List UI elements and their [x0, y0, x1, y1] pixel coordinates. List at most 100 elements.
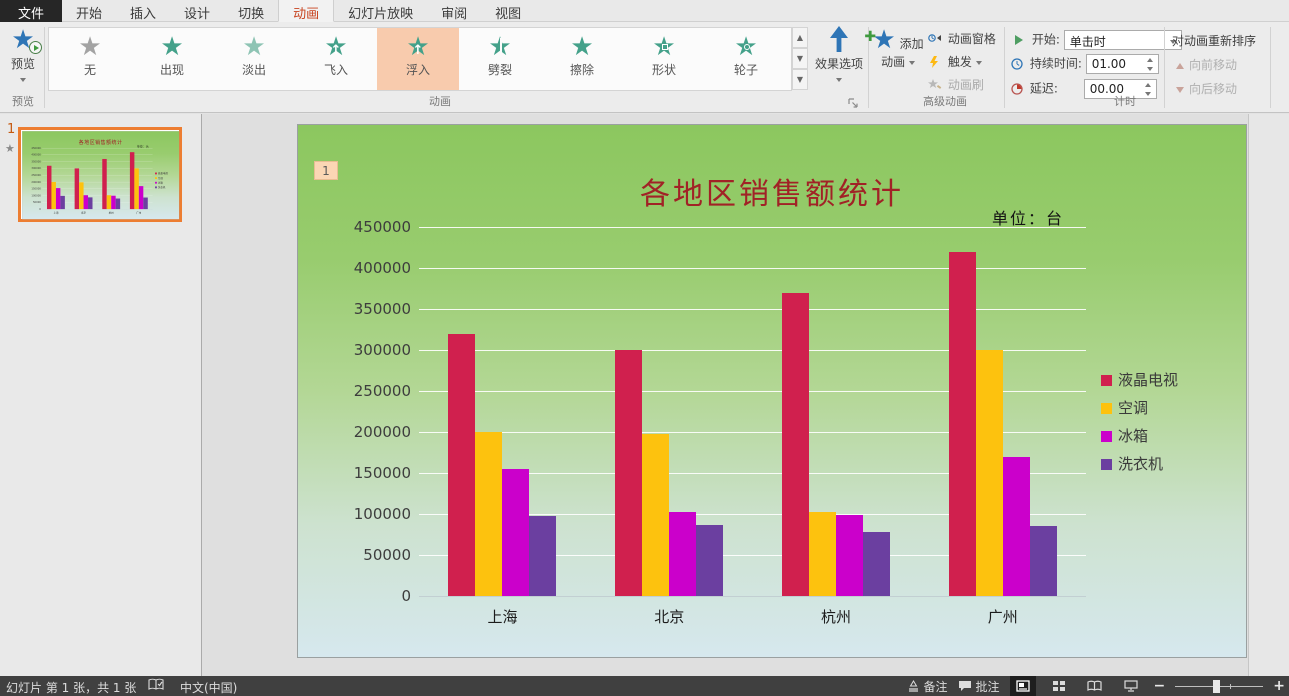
effect-options-button[interactable]: 效果选项: [814, 26, 864, 94]
add-animation-button[interactable]: ★ ✚ 添加动画: [864, 27, 924, 97]
gallery-item-label: 擦除: [569, 63, 594, 77]
trigger-button[interactable]: 触发: [928, 53, 1002, 73]
bar-上海-冰箱: [502, 468, 530, 596]
legend-item: 空调: [1101, 397, 1178, 425]
y-axis-tick-label: 0: [39, 207, 41, 211]
language-indicator[interactable]: 中文(中国): [180, 681, 238, 695]
move-earlier-button[interactable]: 向前移动: [1176, 56, 1237, 73]
animation-painter-button[interactable]: 动画刷: [928, 76, 1002, 96]
tab-file[interactable]: 文件: [0, 0, 63, 22]
gallery-more-icon[interactable]: ▼: [792, 69, 808, 90]
y-axis-tick-label: 300000: [353, 341, 411, 359]
tab-view[interactable]: 视图: [495, 7, 522, 22]
duration-input[interactable]: 01.00: [1085, 54, 1159, 74]
notes-icon: [908, 680, 918, 692]
gallery-scroll-up-icon[interactable]: ▲: [792, 27, 808, 48]
gallery-item-fade[interactable]: ★ 淡出: [213, 28, 295, 90]
chart-plot-area: 450000 400000 350000 300000 250000 200000 1500…: [31, 147, 153, 211]
spin-up-icon[interactable]: [1144, 55, 1157, 64]
bar-北京-冰箱: [669, 511, 697, 596]
triangle-up-icon: [1176, 62, 1184, 69]
slide-sorter-view-button[interactable]: [1046, 676, 1072, 696]
x-axis-category-label: 杭州: [820, 608, 851, 626]
tab-transitions[interactable]: 切换: [238, 7, 265, 22]
tab-design[interactable]: 设计: [184, 7, 211, 22]
notes-button[interactable]: 备注: [907, 678, 948, 695]
y-axis-tick-label: 150000: [31, 187, 41, 191]
gallery-item-label: 浮入: [405, 63, 430, 77]
gallery-item-appear[interactable]: ★ 出现: [131, 28, 213, 90]
gallery-item-wipe[interactable]: ★ 擦除: [541, 28, 623, 90]
tab-home[interactable]: 开始: [76, 7, 103, 22]
gallery-item-label: 劈裂: [487, 63, 512, 77]
tab-review[interactable]: 审阅: [441, 7, 468, 22]
duration-label: 持续时间:: [1029, 56, 1082, 71]
bar-杭州-冰箱: [835, 514, 863, 596]
comments-button[interactable]: 批注: [958, 678, 1000, 695]
spin-down-icon[interactable]: [1144, 64, 1157, 73]
gallery-item-label: 无: [83, 63, 96, 77]
start-dropdown[interactable]: 单击时: [1063, 30, 1182, 50]
animation-number-badge[interactable]: 1: [314, 161, 338, 180]
y-axis-tick-label: 450000: [31, 146, 41, 150]
animation-gallery: ★无★出现★淡出★↑飞入★↑浮入★劈裂★擦除★形状★轮子: [48, 27, 792, 91]
gallery-scroll-down-icon[interactable]: ▼: [792, 48, 808, 69]
gallery-item-float-in[interactable]: ★ ↑ 浮入: [377, 28, 459, 90]
slide-sorter-icon: [1052, 681, 1065, 691]
none-star-icon: ★: [78, 32, 102, 62]
tab-animations[interactable]: 动画: [278, 0, 335, 22]
legend-label: 冰箱: [157, 181, 163, 185]
spellcheck-icon[interactable]: [148, 678, 164, 692]
bar-北京-空调: [642, 433, 670, 596]
y-axis-tick-label: 0: [401, 587, 411, 605]
dialog-launcher-icon[interactable]: [848, 98, 859, 109]
tab-slideshow[interactable]: 幻灯片放映: [348, 7, 414, 22]
zoom-in-button[interactable]: +: [1273, 678, 1285, 694]
triangle-down-icon: [1176, 86, 1184, 93]
normal-view-button[interactable]: [1009, 676, 1036, 696]
duration-clock-icon: [1011, 57, 1023, 70]
start-play-icon: [1015, 34, 1023, 45]
y-axis-tick-label: 250000: [353, 382, 411, 400]
gridline: [419, 473, 1086, 474]
x-axis-category-label: 北京: [81, 211, 87, 215]
bar-广州-空调: [975, 350, 1003, 596]
gallery-item-none[interactable]: ★ 无: [49, 28, 131, 90]
gallery-item-shape[interactable]: ★ 形状: [623, 28, 705, 90]
zoom-out-button[interactable]: −: [1153, 678, 1166, 694]
legend-label: 空调: [157, 176, 163, 180]
slideshow-view-button[interactable]: [1118, 676, 1144, 696]
slide-canvas[interactable]: 1 各地区销售额统计 单位：台 450000 400000 350000 300000 250…: [297, 124, 1247, 658]
zoom-slider[interactable]: [1175, 676, 1264, 696]
reading-view-button[interactable]: [1082, 676, 1108, 696]
ribbon: ★ 预览 预览 ★无★出现★淡出★↑飞入★↑浮入★劈裂★擦除★形状★轮子 ▲ ▼…: [0, 22, 1289, 113]
y-axis-tick-label: 300000: [31, 166, 41, 170]
legend-label: 液晶电视: [1118, 371, 1179, 389]
gallery-item-wheel[interactable]: ★ 轮子: [705, 28, 787, 90]
slide-thumbnail[interactable]: 各地区销售额统计 单位：台 450000 400000 350000 300000 2500…: [18, 127, 182, 222]
legend-swatch: [1101, 431, 1112, 442]
gallery-item-fly-in[interactable]: ★ ↑ 飞入: [295, 28, 377, 90]
legend-item: 洗衣机: [155, 185, 168, 190]
appear-star-icon: ★: [160, 32, 184, 62]
spin-up-icon[interactable]: [1142, 80, 1155, 89]
vertical-scrollbar[interactable]: [1248, 114, 1289, 676]
effect-options-arrow-icon: [830, 26, 848, 52]
gallery-item-split[interactable]: ★ 劈裂: [459, 28, 541, 90]
thumbnail-slide-canvas: 各地区销售额统计 单位：台 450000 400000 350000 300000 2500…: [22, 131, 180, 220]
gridline: [419, 309, 1086, 310]
bar-杭州-空调: [808, 511, 836, 596]
trigger-label: 触发: [947, 55, 972, 69]
bar-北京-空调: [79, 182, 84, 210]
zoom-slider-thumb[interactable]: [1213, 680, 1221, 693]
spin-down-icon[interactable]: [1142, 89, 1155, 98]
legend-item: 冰箱: [155, 181, 168, 186]
chart-unit-label: 单位：台: [137, 145, 149, 149]
tab-insert[interactable]: 插入: [130, 7, 157, 22]
preview-button[interactable]: ★ 预览: [4, 27, 42, 93]
gallery-item-label: 飞入: [323, 63, 348, 77]
delay-input[interactable]: 00.00: [1083, 79, 1157, 99]
move-later-button[interactable]: 向后移动: [1176, 80, 1237, 97]
animation-pane-button[interactable]: 动画窗格: [928, 30, 1002, 50]
